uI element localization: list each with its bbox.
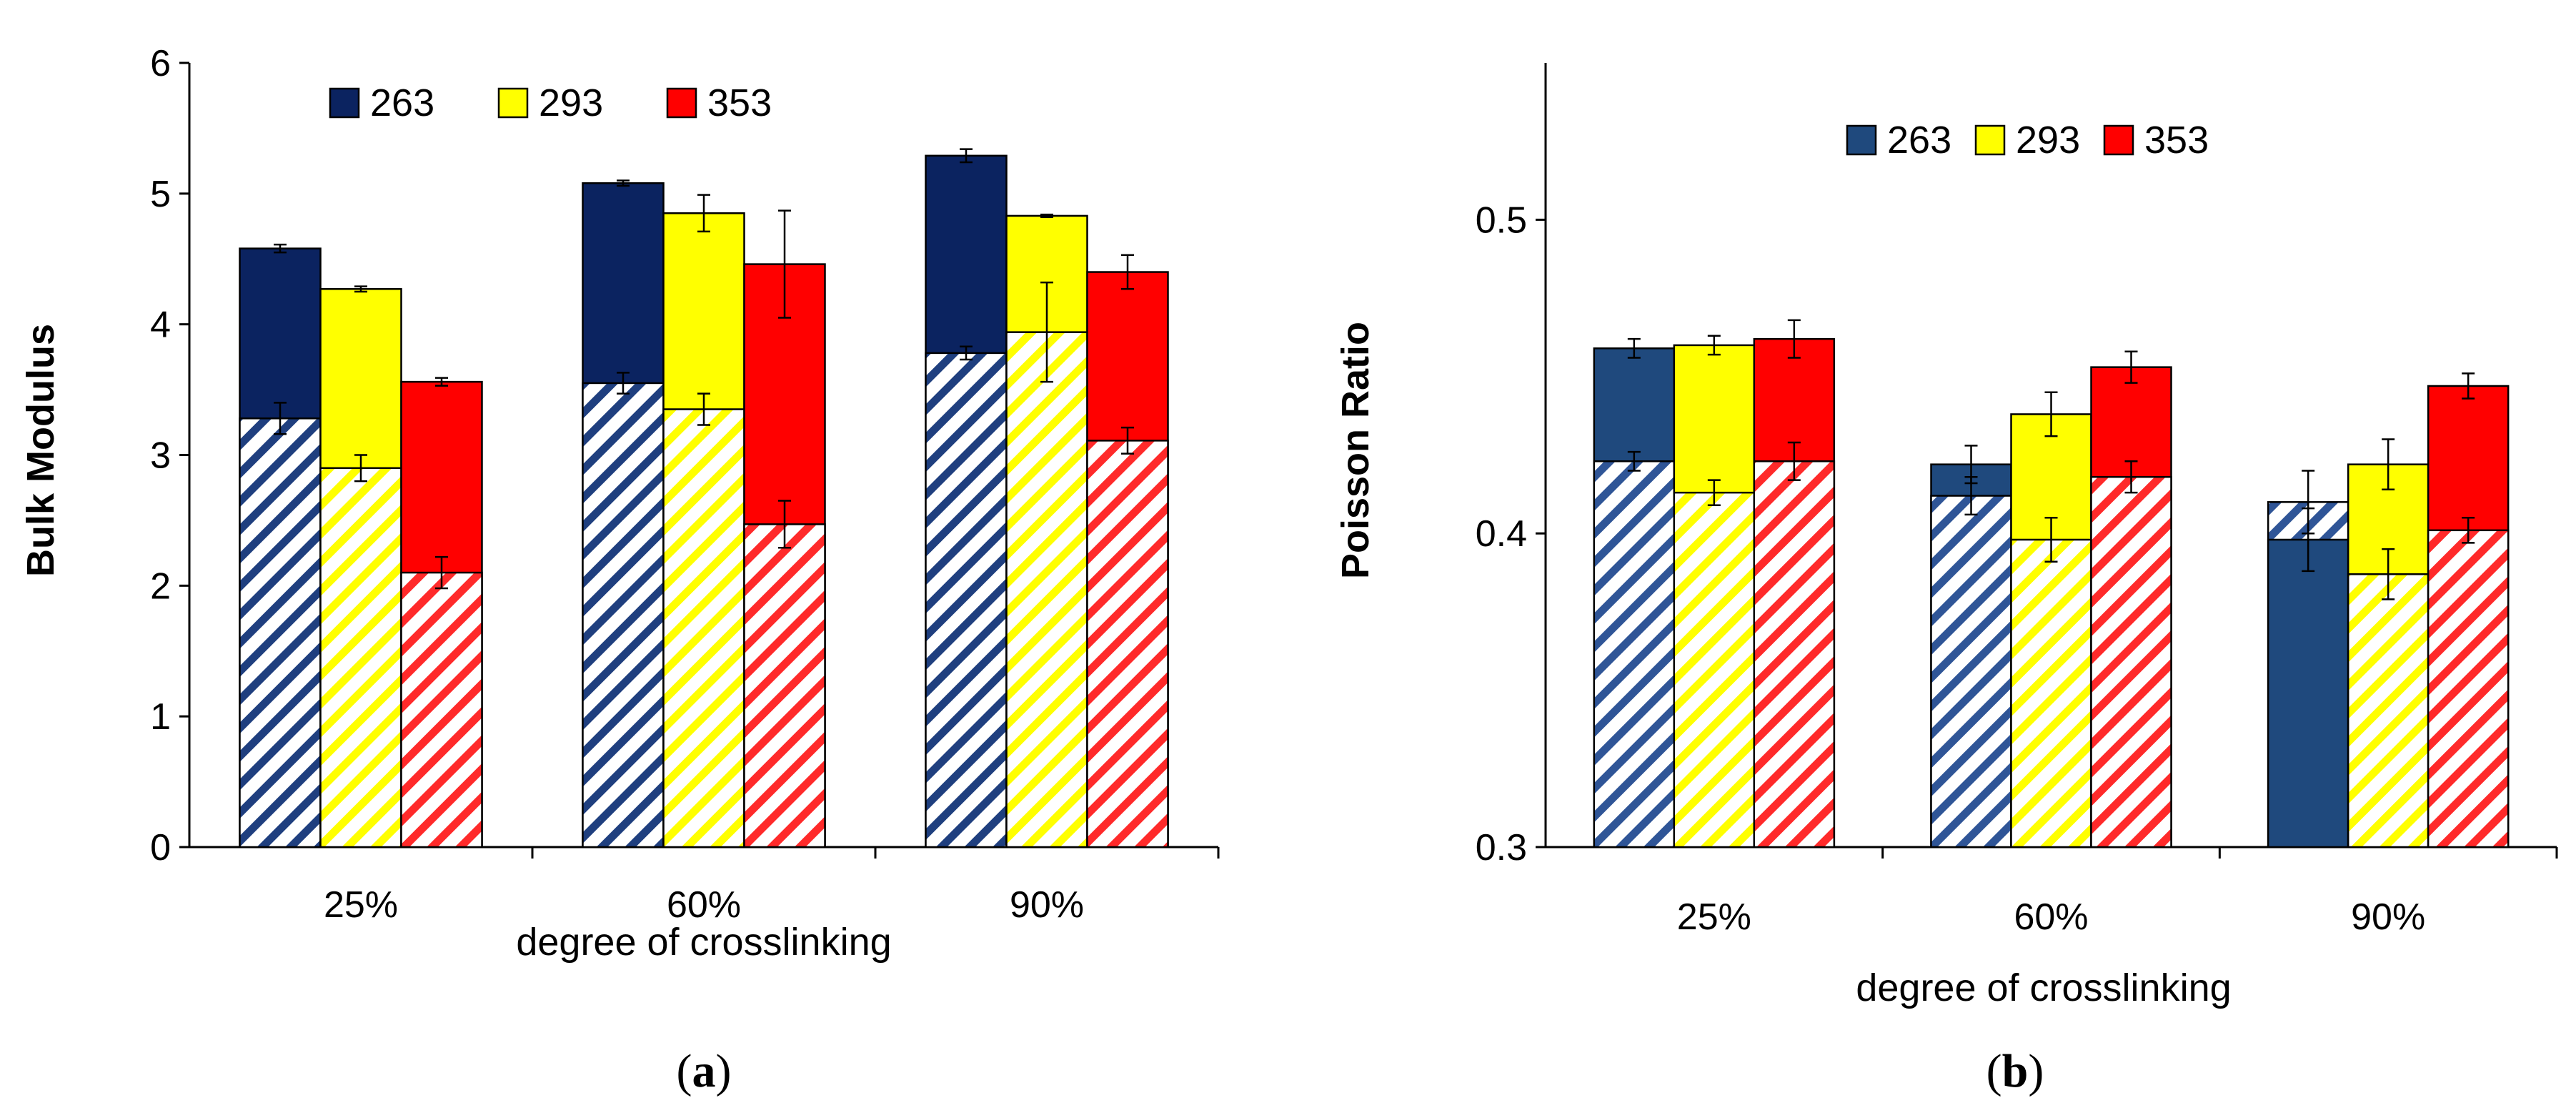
bar-hatched — [1930, 495, 2012, 849]
bar-hatched — [582, 382, 665, 849]
bar-solid — [2267, 538, 2349, 849]
x-axis-label: degree of crosslinking — [1856, 966, 2231, 1009]
x-tick-label: 60% — [2014, 896, 2088, 938]
chart-poisson-ratio: 0.3 0.4 0.5 25% 60% 90% 263 293 353 Poisson Rati… — [1334, 63, 2558, 1097]
bar-hatched — [1673, 491, 1756, 849]
y-tick-label: 3 — [150, 435, 171, 477]
bar-hatched — [400, 571, 483, 849]
bar-hatched — [1753, 460, 1836, 849]
y-axis-label: Poisson Ratio — [1334, 322, 1377, 579]
x-tick-label: 60% — [667, 884, 741, 926]
legend-swatch — [666, 87, 697, 119]
y-tick-label: 4 — [150, 305, 171, 346]
legend-swatch — [2103, 124, 2134, 156]
legend-label: 353 — [707, 81, 772, 124]
bar-hatched — [743, 523, 826, 849]
y-axis-label: Bulk Modulus — [19, 324, 62, 577]
y-tick-label: 2 — [150, 565, 171, 607]
legend-swatch — [1846, 124, 1877, 156]
bar-hatched — [2427, 529, 2510, 849]
legend-label: 263 — [370, 81, 434, 124]
panel-label-letter: a — [692, 1045, 716, 1097]
bar-hatched — [662, 408, 745, 849]
y-tick-label: 0.4 — [1476, 513, 1527, 555]
x-tick-label: 25% — [324, 884, 398, 926]
bar-hatched — [1005, 331, 1088, 849]
y-tick-label: 0.3 — [1476, 827, 1527, 869]
panel-label-open: ( — [1986, 1045, 2002, 1097]
y-tick-label: 6 — [150, 43, 171, 84]
panel-label-close: ) — [2028, 1045, 2044, 1097]
y-tick-label: 1 — [150, 696, 171, 738]
bar-hatched — [239, 417, 322, 849]
bar-hatched — [1593, 460, 1676, 849]
panel-label-letter: b — [2002, 1045, 2029, 1097]
bar-hatched — [1086, 440, 1169, 849]
y-tick-label: 0.5 — [1476, 199, 1527, 241]
y-tick-label: 0 — [150, 827, 171, 869]
panel-label: (a) — [677, 1045, 732, 1097]
x-tick-label: 90% — [2351, 896, 2425, 938]
legend-label: 353 — [2144, 119, 2209, 162]
legend-label: 293 — [2016, 119, 2080, 162]
bar-hatched — [2010, 538, 2092, 849]
panel-label-close: ) — [716, 1045, 732, 1097]
panel-label: (b) — [1986, 1045, 2044, 1097]
legend-swatch — [1974, 124, 2006, 156]
y-tick-label: 5 — [150, 174, 171, 215]
x-tick-label: 90% — [1010, 884, 1084, 926]
legend-swatch — [329, 87, 360, 119]
bar-hatched — [2090, 475, 2172, 849]
bar-hatched — [2347, 573, 2430, 849]
legend-label: 293 — [539, 81, 603, 124]
legend-label: 263 — [1887, 119, 1951, 162]
chart-bulk-modulus: 0 1 2 3 4 5 6 25% 60% 90% 263 293 353 Bulk Modulus d… — [19, 43, 1220, 1097]
x-tick-label: 25% — [1677, 896, 1751, 938]
bar-hatched — [925, 352, 1008, 849]
bar-hatched — [319, 467, 402, 849]
x-axis-label: degree of crosslinking — [516, 921, 891, 964]
legend-swatch — [497, 87, 529, 119]
panel-label-open: ( — [677, 1045, 692, 1097]
